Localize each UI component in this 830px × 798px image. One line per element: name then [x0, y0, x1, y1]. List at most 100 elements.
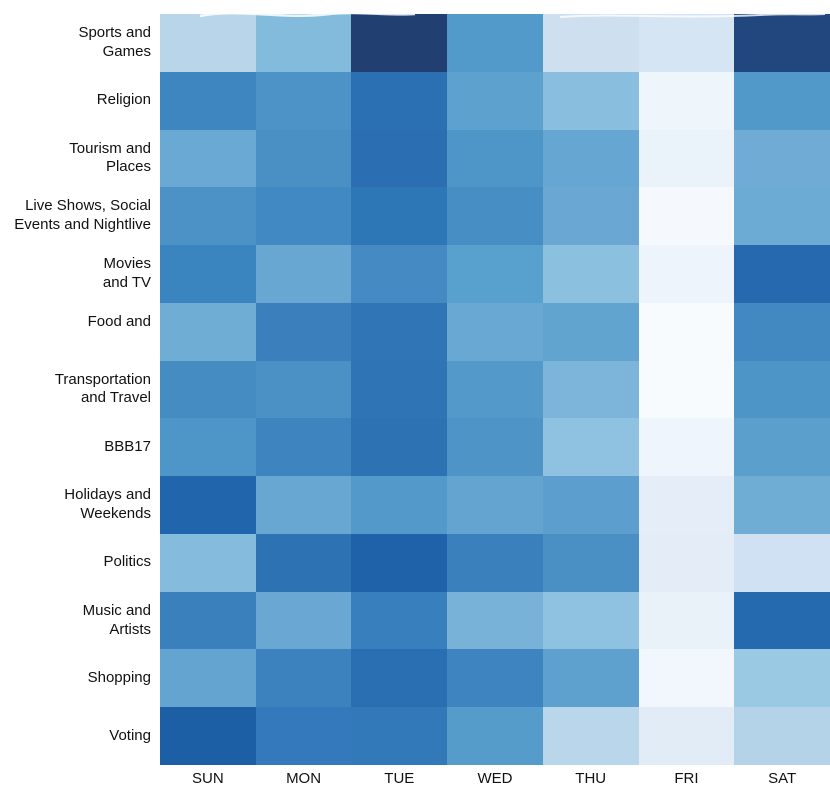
heatmap-cell	[542, 707, 639, 765]
heatmap-cell	[447, 418, 543, 477]
heatmap-cell	[447, 14, 543, 72]
heatmap-cell	[447, 707, 543, 765]
heatmap-cell	[160, 533, 256, 592]
heatmap-cell	[351, 71, 448, 130]
heatmap-cell	[160, 71, 256, 130]
heatmap-cell	[255, 71, 352, 130]
heatmap-cell	[255, 418, 352, 477]
y-axis-tick-label: Voting	[109, 726, 151, 744]
y-axis-tick-label: Religion	[96, 91, 151, 109]
heatmap-cell	[351, 533, 448, 592]
heatmap-cell	[734, 591, 830, 650]
y-axis-tick-label: Holidays and Weekends	[64, 486, 151, 523]
heatmap-cell	[638, 476, 735, 534]
heatmap-cell	[734, 302, 830, 361]
heatmap-cell	[255, 649, 352, 708]
x-axis-tick-label: FRI	[674, 770, 699, 787]
heatmap-cell	[542, 418, 639, 477]
heatmap-cell	[734, 14, 830, 72]
heatmap-cell	[734, 533, 830, 592]
y-axis-tick-label: Food and	[87, 312, 151, 330]
heatmap-cell	[160, 360, 256, 419]
heatmap-cell	[351, 360, 448, 419]
x-axis-labels: SUN MON TUE WED THU FRI SAT	[160, 770, 830, 792]
y-axis-tick-label: Sports and Games	[78, 24, 151, 60]
y-axis-tick-label: BBB17	[104, 437, 151, 455]
heatmap-cell	[160, 707, 256, 765]
heatmap-cell	[734, 360, 830, 419]
heatmap-cell	[255, 187, 352, 246]
heatmap-cell	[447, 71, 543, 130]
y-axis-tick-label: Live Shows, Social Events and Nightlive	[14, 197, 151, 234]
heatmap-cell	[255, 245, 352, 303]
heatmap-cell	[255, 476, 352, 534]
heatmap-cell	[542, 187, 639, 246]
heatmap-cell	[351, 129, 448, 188]
heatmap-cell	[255, 707, 352, 765]
heatmap-cell	[351, 476, 448, 534]
heatmap-cell	[734, 245, 830, 303]
heatmap-cell	[638, 71, 735, 130]
heatmap-cell	[638, 360, 735, 419]
heatmap-cell	[351, 245, 448, 303]
heatmap-cell	[447, 360, 543, 419]
heatmap-cell	[734, 649, 830, 708]
heatmap-cell	[447, 245, 543, 303]
heatmap-cell	[542, 129, 639, 188]
x-axis-tick-label: TUE	[384, 770, 415, 787]
heatmap-cell	[255, 533, 352, 592]
y-axis-tick-label: Transportation and Travel	[54, 370, 151, 407]
heatmap-cell	[542, 649, 639, 708]
heatmap-cell	[447, 591, 543, 650]
heatmap-cell	[351, 187, 448, 246]
heatmap-cell	[542, 360, 639, 419]
heatmap-grid	[160, 14, 830, 765]
heatmap-cell	[351, 707, 448, 765]
heatmap-cell	[160, 129, 256, 188]
y-axis-tick-label: Movies and TV	[102, 255, 151, 291]
heatmap-cell	[638, 649, 735, 708]
heatmap-cell	[160, 245, 256, 303]
x-axis-tick-label: SAT	[768, 770, 797, 787]
heatmap-cell	[542, 302, 639, 361]
heatmap-cell	[638, 245, 735, 303]
heatmap-cell	[734, 476, 830, 534]
x-axis-tick-label: SUN	[192, 770, 224, 787]
heatmap-cell	[255, 302, 352, 361]
y-axis-tick-label: Tourism and Places	[69, 139, 151, 176]
heatmap-cell	[447, 129, 543, 188]
heatmap-cell	[638, 533, 735, 592]
heatmap-cell	[542, 14, 639, 72]
heatmap-cell	[542, 533, 639, 592]
heatmap-cell	[255, 14, 352, 72]
heatmap-cell	[351, 591, 448, 650]
heatmap-cell	[542, 71, 639, 130]
heatmap-cell	[734, 707, 830, 765]
y-axis-tick-label: Politics	[103, 553, 151, 571]
heatmap-cell	[160, 14, 256, 72]
heatmap-cell	[351, 302, 448, 361]
heatmap-cell	[160, 302, 256, 361]
heatmap-cell	[447, 187, 543, 246]
heatmap-cell	[255, 129, 352, 188]
heatmap-cell	[638, 418, 735, 477]
x-axis-tick-label: WED	[477, 770, 513, 787]
heatmap-cell	[160, 187, 256, 246]
y-axis-tick-label: Shopping	[87, 668, 151, 686]
heatmap-cell	[638, 707, 735, 765]
heatmap-cell	[638, 591, 735, 650]
heatmap-cell	[542, 245, 639, 303]
x-axis-tick-label: THU	[575, 770, 607, 787]
heatmap-cell	[351, 14, 448, 72]
heatmap-cell	[255, 591, 352, 650]
heatmap-cell	[255, 360, 352, 419]
heatmap-cell	[351, 649, 448, 708]
heatmap-cell	[447, 533, 543, 592]
heatmap-cell	[542, 591, 639, 650]
x-axis-tick-label: MON	[286, 770, 322, 787]
heatmap-cell	[734, 71, 830, 130]
y-axis-tick-label: Music and Artists	[82, 601, 151, 638]
heatmap-cell	[447, 302, 543, 361]
heatmap-cell	[160, 591, 256, 650]
